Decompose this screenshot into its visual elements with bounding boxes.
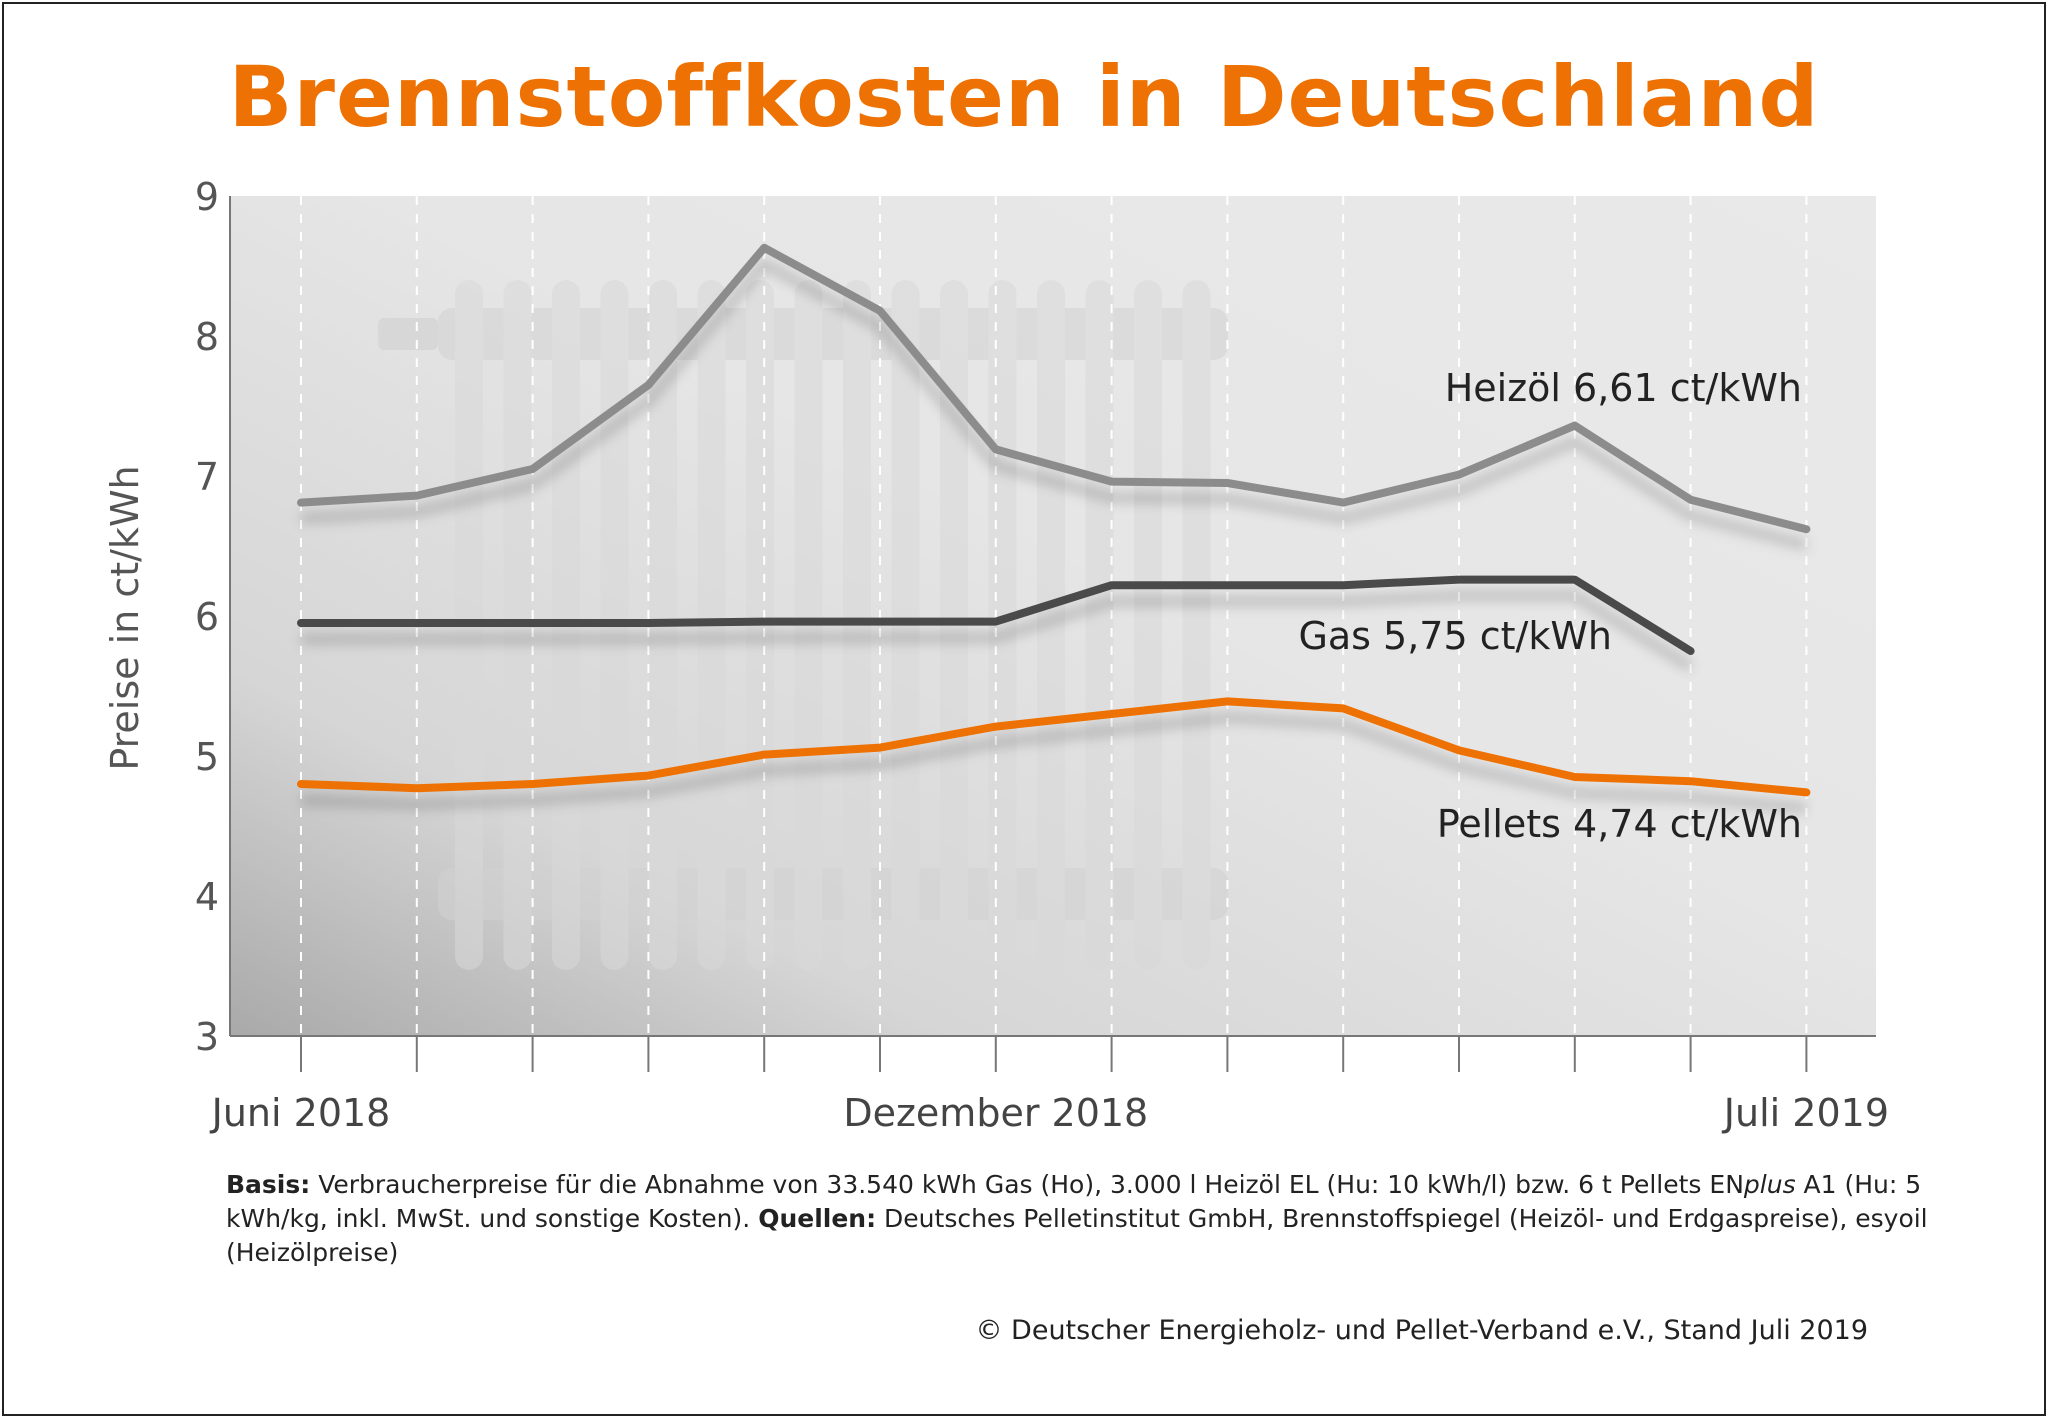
chart-title: Brennstoffkosten in Deutschland [228,48,1820,146]
radiator-rib [1182,280,1211,970]
y-tick-label: 8 [195,315,219,359]
y-axis-label: Preise in ct/kWh [103,465,147,770]
vertical-gridlines [300,196,1808,1036]
series-shadows [300,257,1808,814]
radiator-valve [378,318,438,350]
radiator-top-bar [438,308,1228,360]
x-axis-ticks [300,1036,1808,1072]
series-label: Gas 5,75 ct/kWh [1298,614,1612,658]
basis-italic: plus [1743,1170,1796,1199]
radiator-bottom-bar [438,868,1228,920]
y-tick-label: 7 [195,455,219,499]
series-line-pellets [297,697,1811,797]
x-axis-tick-labels: Juni 2018 Dezember 2018 Juli 2019 [210,1091,1889,1135]
x-tick-label: Dezember 2018 [843,1091,1148,1135]
sources-text: Deutsches Pelletinstitut GmbH, Brennstof… [226,1204,1928,1267]
series-label: Heizöl 6,61 ct/kWh [1445,366,1802,410]
x-tick-label: Juni 2018 [210,1091,391,1135]
y-tick-label: 3 [195,1015,219,1059]
series-label: Pellets 4,74 ct/kWh [1437,802,1802,846]
series-shadow-pellets [300,712,1807,814]
basis-label: Basis: [226,1170,311,1199]
y-tick-label: 9 [195,175,219,219]
series-shadow-gas [301,590,1694,672]
series-line-gas [297,575,1695,655]
footnote-basis-sources: Basis: Verbraucherpreise für die Abnahme… [226,1168,1946,1270]
series-line-heiz-l [297,243,1811,534]
y-tick-label: 6 [195,595,219,639]
copyright-line: © Deutscher Energieholz- und Pellet-Verb… [975,1315,1868,1346]
series-shadow-heiz-l [300,257,1808,551]
basis-text-2: A1 (Hu: 5 kWh/kg, inkl. MwSt. und sonsti… [226,1170,1922,1233]
y-axis-tick-labels: 3 4 5 6 7 8 9 [195,175,219,1059]
series-lines [297,243,1811,797]
y-tick-label: 4 [195,875,219,919]
radiator-rib [1134,280,1162,970]
radiator-rib [1085,280,1114,970]
sources-label: Quellen: [758,1204,877,1233]
y-tick-label: 5 [195,735,219,779]
basis-text: Verbraucherpreise für die Abnahme von 33… [310,1170,1744,1199]
series-labels: Heizöl 6,61 ct/kWh Gas 5,75 ct/kWh Pellets… [1298,366,1802,846]
x-tick-label: Juli 2019 [1722,1091,1889,1135]
